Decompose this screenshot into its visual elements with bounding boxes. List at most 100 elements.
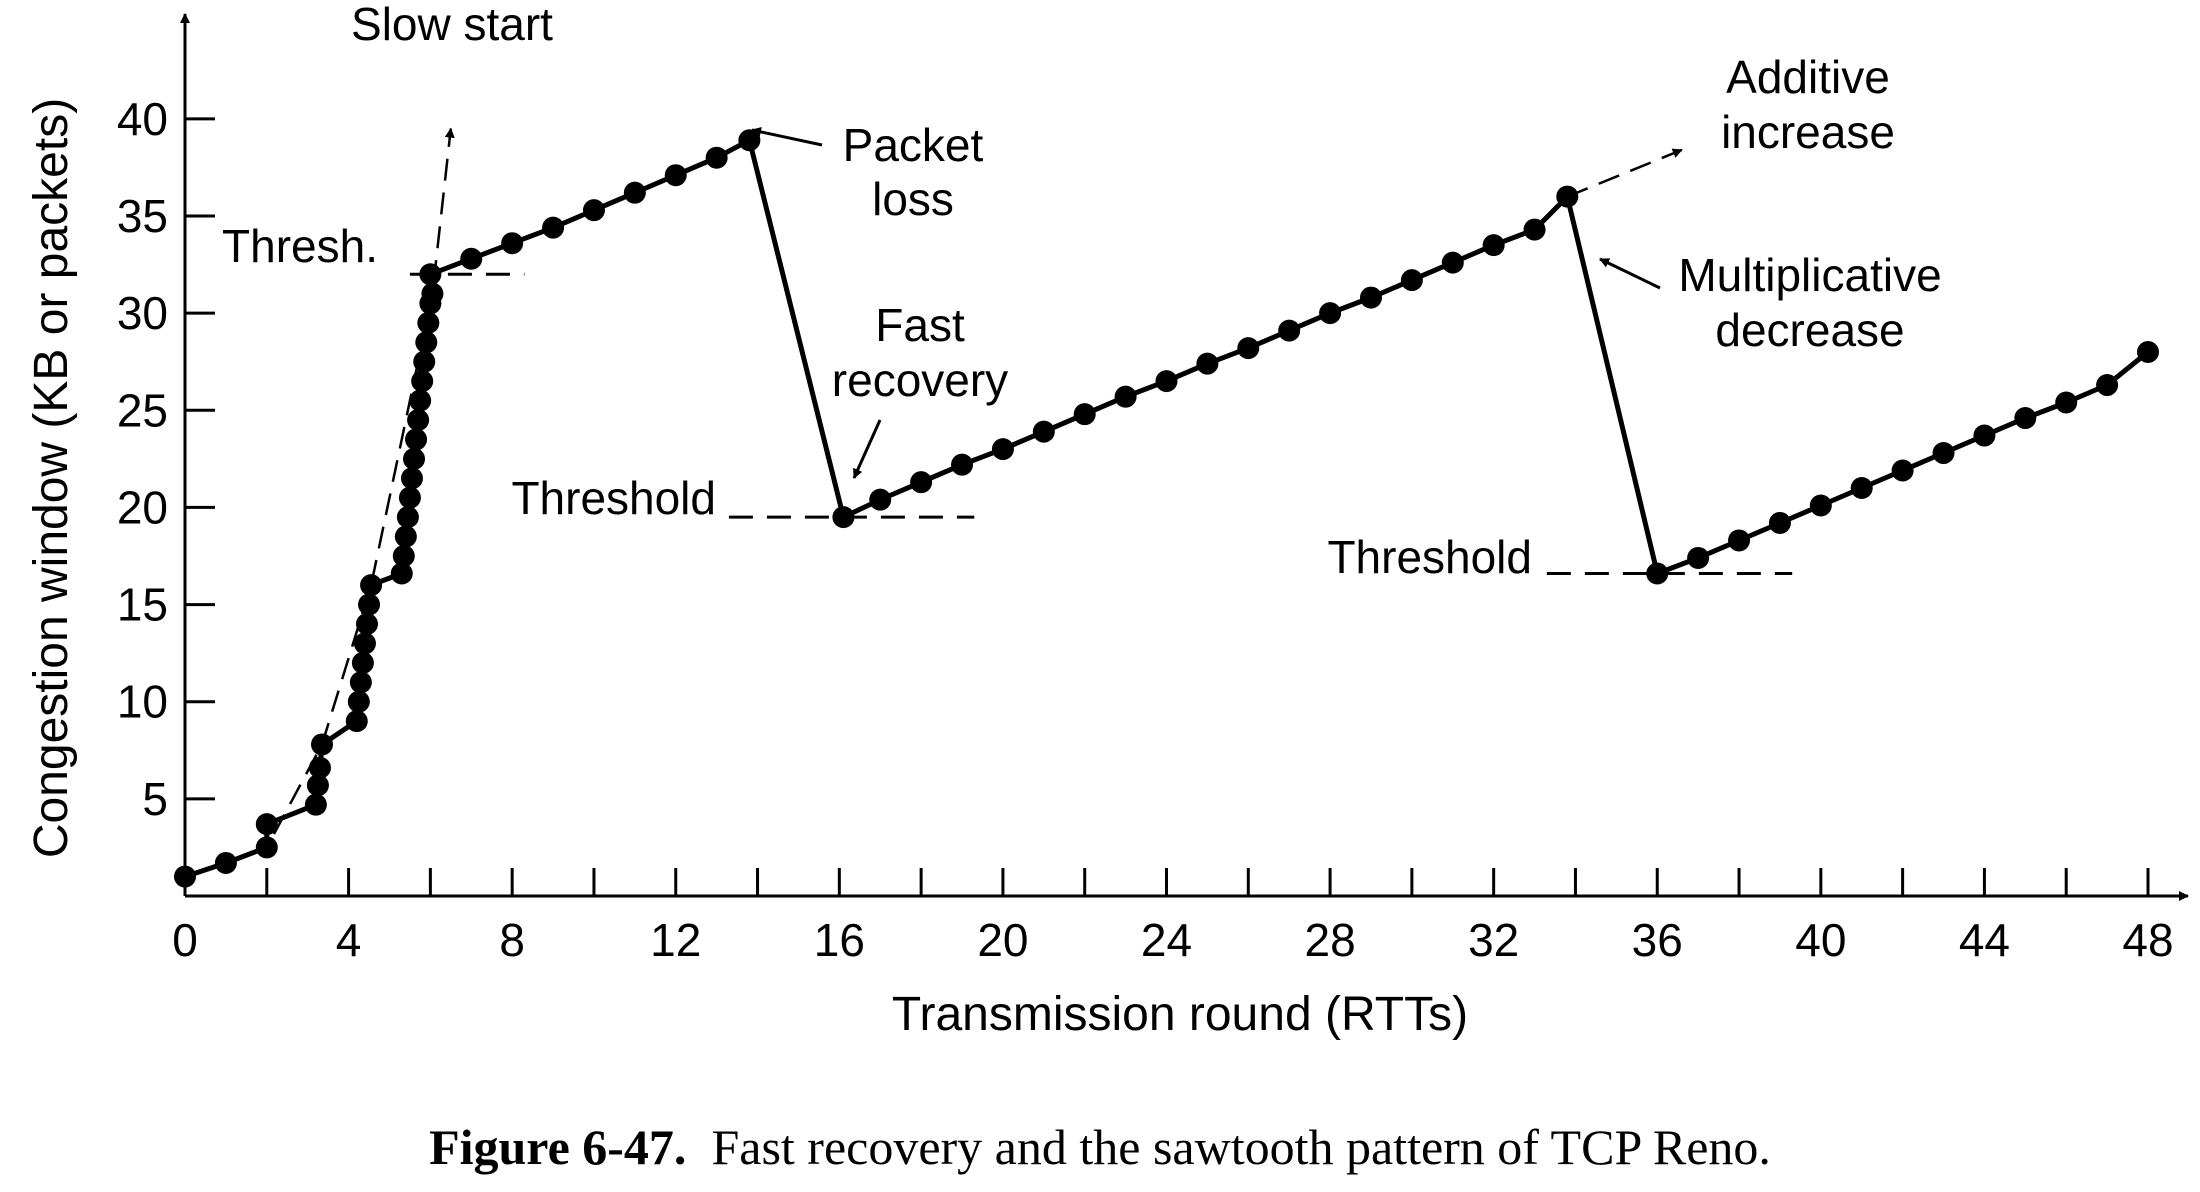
- data-point: [1032, 420, 1055, 443]
- data-point: [664, 164, 687, 187]
- data-point: [421, 282, 444, 305]
- data-point: [1687, 546, 1710, 569]
- data-point: [460, 247, 483, 270]
- data-point: [403, 447, 426, 470]
- x-tick-label: 44: [1959, 914, 2010, 966]
- x-tick-label: 8: [499, 914, 525, 966]
- data-point: [582, 199, 605, 222]
- data-point: [304, 793, 327, 816]
- data-point: [411, 370, 434, 393]
- additive-increase-dashed-line: [1566, 148, 1683, 198]
- y-tick-label: 30: [117, 287, 168, 339]
- data-point: [951, 453, 974, 476]
- caption-label: Figure 6-47.: [429, 1119, 687, 1175]
- annotations: Slow start Thresh. Packet loss Fast reco…: [222, 0, 1942, 583]
- data-point: [1400, 269, 1423, 292]
- annotation-thresh: Thresh.: [222, 220, 378, 272]
- data-point: [353, 632, 376, 655]
- x-tick-label: 24: [1141, 914, 1192, 966]
- data-point: [1556, 185, 1579, 208]
- x-tick-label: 36: [1632, 914, 1683, 966]
- annotation-multiplicative-2: decrease: [1715, 304, 1904, 356]
- data-point: [1359, 286, 1382, 309]
- data-point: [1237, 337, 1260, 360]
- data-point: [1155, 370, 1178, 393]
- data-point: [396, 506, 419, 529]
- data-point: [409, 389, 432, 412]
- data-point: [832, 506, 855, 529]
- annotation-fast-recovery-2: recovery: [832, 354, 1008, 406]
- data-point: [392, 545, 415, 567]
- data-point: [1196, 352, 1219, 375]
- annotation-additive-1: Additive: [1726, 51, 1890, 103]
- data-point: [1973, 424, 1996, 447]
- annotation-packet-loss-1: Packet: [843, 119, 984, 171]
- data-point: [1114, 385, 1137, 408]
- data-point: [1850, 477, 1873, 499]
- data-point: [1441, 251, 1464, 274]
- data-point: [1523, 218, 1546, 241]
- data-point: [400, 467, 423, 490]
- annotation-slow-start: Slow start: [351, 0, 553, 50]
- data-point: [1278, 319, 1301, 342]
- data-point: [306, 774, 329, 797]
- data-point: [407, 409, 430, 431]
- x-tick-label: 12: [650, 914, 701, 966]
- data-point: [360, 574, 383, 597]
- data-point: [1319, 302, 1342, 325]
- data-point: [1932, 442, 1955, 465]
- annotation-fast-recovery-1: Fast: [875, 299, 965, 351]
- data-point: [419, 263, 442, 286]
- data-point: [910, 471, 933, 494]
- x-tick-label: 4: [336, 914, 362, 966]
- y-tick-label: 5: [142, 773, 168, 825]
- data-point: [2096, 374, 2119, 397]
- x-tick-label: 32: [1468, 914, 1519, 966]
- figure-caption: Figure 6-47. Fast recovery and the sawto…: [0, 1118, 2200, 1176]
- data-point: [413, 350, 436, 373]
- data-point: [1768, 511, 1791, 534]
- y-axis-label: Congestion window (KB or packets): [25, 98, 78, 858]
- y-tick-label: 20: [117, 481, 168, 533]
- data-point: [1891, 459, 1914, 482]
- data-point: [501, 232, 524, 255]
- annotation-multiplicative-1: Multiplicative: [1678, 249, 1941, 301]
- y-tick-label: 25: [117, 384, 168, 436]
- data-point: [311, 733, 334, 756]
- data-point: [405, 428, 428, 451]
- data-point: [174, 865, 196, 888]
- data-point: [869, 488, 892, 511]
- x-tick-label: 48: [2122, 914, 2173, 966]
- annotation-threshold-3: Threshold: [1327, 531, 1532, 583]
- data-point: [1646, 562, 1669, 585]
- data-point: [1809, 494, 1832, 517]
- data-point: [417, 311, 440, 334]
- data-point: [1482, 234, 1505, 257]
- x-tick-label: 0: [172, 914, 198, 966]
- data-point: [1073, 403, 1096, 426]
- x-tick-label: 40: [1795, 914, 1846, 966]
- data-point: [398, 486, 421, 509]
- data-point: [355, 613, 378, 635]
- data-points: [174, 129, 2159, 888]
- y-tick-label: 40: [117, 93, 168, 145]
- annotation-packet-loss-2: loss: [872, 173, 954, 225]
- x-tick-label: 28: [1304, 914, 1355, 966]
- data-point: [214, 851, 237, 874]
- data-point: [351, 651, 374, 674]
- data-point: [415, 331, 438, 354]
- threshold-lines: [409, 272, 1793, 575]
- data-point: [349, 671, 372, 694]
- data-point: [390, 562, 413, 585]
- axes: [180, 13, 2189, 901]
- data-point: [1728, 529, 1751, 552]
- data-point: [394, 525, 417, 548]
- y-tick-label: 10: [117, 676, 168, 728]
- x-tick-label: 16: [814, 914, 865, 966]
- data-point: [255, 836, 278, 859]
- data-point: [705, 146, 728, 169]
- annotation-threshold-2: Threshold: [511, 472, 716, 524]
- arrow-fast-recovery: [852, 419, 882, 479]
